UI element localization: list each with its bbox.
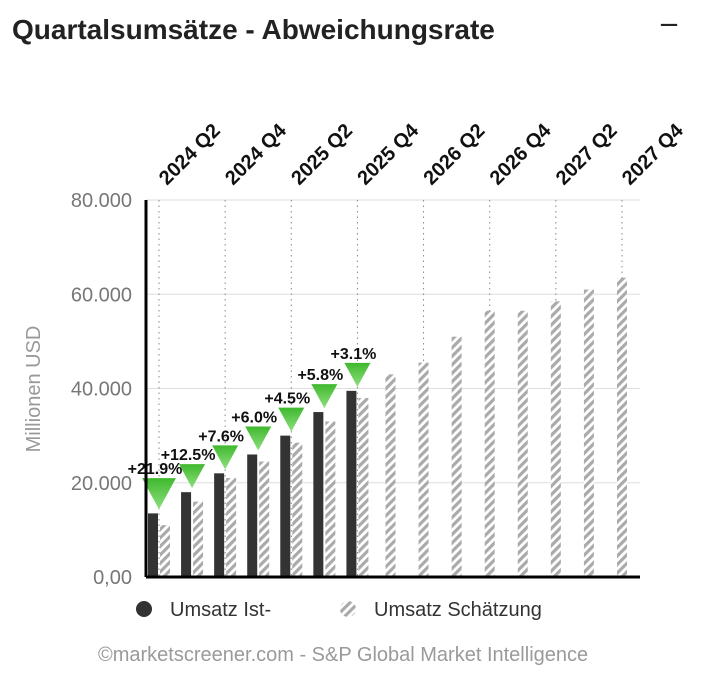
bar-chart: +21.9%+12.5% +7.6% +6.0%+4.5% +5.8% +3.1% 0,… (23, 119, 688, 621)
deviation-arrow-icon (142, 478, 176, 510)
deviation-label: +4.5% (264, 391, 310, 408)
source-credit: ©marketscreener.com - S&P Global Market … (98, 644, 589, 666)
y-tick-label: 80.000 (71, 190, 132, 212)
deviation-arrow-icon (278, 407, 305, 432)
bar-actual (346, 390, 357, 577)
deviation-arrow-icon (212, 445, 239, 470)
bar-estimate (616, 277, 627, 577)
bar-estimate (583, 289, 594, 577)
deviation-label: +12.5% (161, 447, 216, 464)
x-tick-label: 2027 Q2 (552, 120, 622, 190)
minimize-button[interactable]: − (656, 10, 682, 40)
x-tick-label: 2024 Q4 (221, 119, 291, 189)
bar-estimate (160, 525, 170, 577)
x-tick-label: 2026 Q4 (486, 119, 556, 189)
bar-estimate (292, 442, 303, 577)
bar-actual (280, 435, 291, 577)
y-tick-label: 20.000 (71, 473, 132, 495)
deviation-label: +3.1% (331, 346, 377, 363)
deviation-arrow-icon (179, 464, 206, 489)
legend-label-actual: Umsatz Ist- (170, 599, 271, 621)
bar-estimate (193, 501, 204, 577)
x-tick-label: 2024 Q2 (155, 120, 225, 190)
x-tick-label: 2027 Q4 (618, 119, 688, 189)
bar-actual (181, 492, 192, 577)
deviation-label: +21.9% (128, 461, 183, 478)
deviation-label: +7.6% (198, 428, 244, 445)
bar-estimate (550, 301, 561, 577)
bar-estimate (517, 310, 528, 577)
bar-estimate (259, 461, 270, 577)
y-tick-label: 40.000 (71, 379, 132, 401)
deviation-label: +6.0% (231, 409, 277, 426)
x-tick-label: 2026 Q2 (420, 120, 490, 190)
legend-marker-actual (136, 601, 152, 617)
bar-estimate (385, 374, 396, 577)
bar-actual (313, 412, 324, 577)
deviation-arrow-icon (344, 362, 371, 387)
deviation-arrow-icon (245, 426, 272, 451)
x-tick-label: 2025 Q2 (287, 120, 357, 190)
bar-estimate (484, 310, 495, 577)
y-tick-label: 60.000 (71, 284, 132, 306)
x-tick-label: 2025 Q4 (353, 119, 423, 189)
bar-actual (148, 513, 158, 577)
bar-estimate (358, 397, 369, 577)
y-axis-label: Millionen USD (23, 326, 45, 453)
deviation-label: +5.8% (297, 367, 343, 384)
bar-estimate (226, 478, 237, 577)
bar-estimate (418, 362, 429, 577)
deviation-arrow-icon (311, 384, 338, 409)
bar-estimate (451, 336, 462, 577)
legend-marker-estimate (340, 601, 356, 617)
y-tick-label: 0,00 (93, 567, 132, 589)
bar-estimate (325, 421, 336, 577)
bar-actual (247, 454, 258, 577)
legend-label-estimate: Umsatz Schätzung (374, 599, 542, 621)
chart-title: Quartalsumsätze - Abweichungsrate (12, 14, 495, 45)
bar-actual (214, 473, 225, 577)
